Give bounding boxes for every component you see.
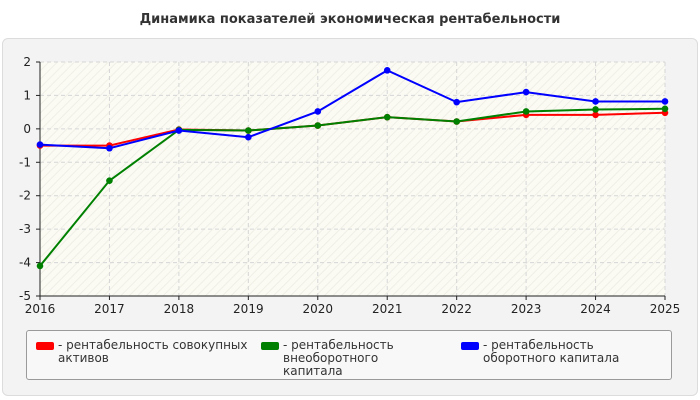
y-tick-label: -4 [19,256,31,270]
series-2-point [36,262,44,270]
y-tick-label: -2 [19,189,31,203]
y-tick-label: -5 [19,289,31,303]
y-tick-label: -3 [19,222,31,236]
y-tick-label: -1 [19,155,31,169]
series-line-2 [39,107,666,267]
series-3-point [453,98,460,106]
series-3-point [36,141,44,148]
series-line-3 [39,69,665,150]
series-3-point [106,144,113,152]
series-3-point [661,98,669,105]
x-tick-label: 2021 [372,302,403,316]
x-tick-label: 2018 [164,302,195,316]
x-tick-label: 2024 [580,302,611,316]
series-3-point [175,127,183,134]
legend-label: - рентабельность оборотного капитала [483,338,620,365]
legend-swatch-red [36,342,54,350]
series-2-point [592,106,599,113]
y-tick-label: 1 [23,88,31,102]
legend-label: - рентабельность внеоборотного капитала [283,338,394,378]
legend: - рентабельность совокупных активов - ре… [26,330,672,380]
series-2-point [106,177,113,184]
series-1-point [592,111,599,119]
x-tick-label: 2025 [650,302,681,316]
chart-title: Динамика показателей экономическая рента… [139,12,561,27]
x-tick-label: 2023 [511,302,542,316]
series-3-point [383,67,391,74]
series-2-point [245,127,252,134]
legend-label: - рентабельность совокупных активов [58,338,248,365]
x-tick-label: 2017 [94,302,125,316]
series-3-point [314,108,322,115]
x-tick-label: 2022 [441,302,472,316]
x-tick-label: 2016 [25,302,56,316]
series-2-point [661,105,669,113]
y-tick-label: 0 [23,122,31,136]
legend-swatch-green [261,342,279,350]
x-tick-label: 2019 [233,302,264,316]
series-2-point [522,108,530,115]
series-2-point [314,122,322,129]
legend-swatch-blue [461,342,479,350]
series-2-point [383,113,391,121]
series-3-point [592,98,599,105]
series-3-point [522,88,530,96]
y-tick-label: 2 [23,55,31,69]
series-3-point [245,133,252,141]
series-2-point [453,118,460,125]
plot-area [40,62,665,296]
x-tick-label: 2020 [303,302,334,316]
